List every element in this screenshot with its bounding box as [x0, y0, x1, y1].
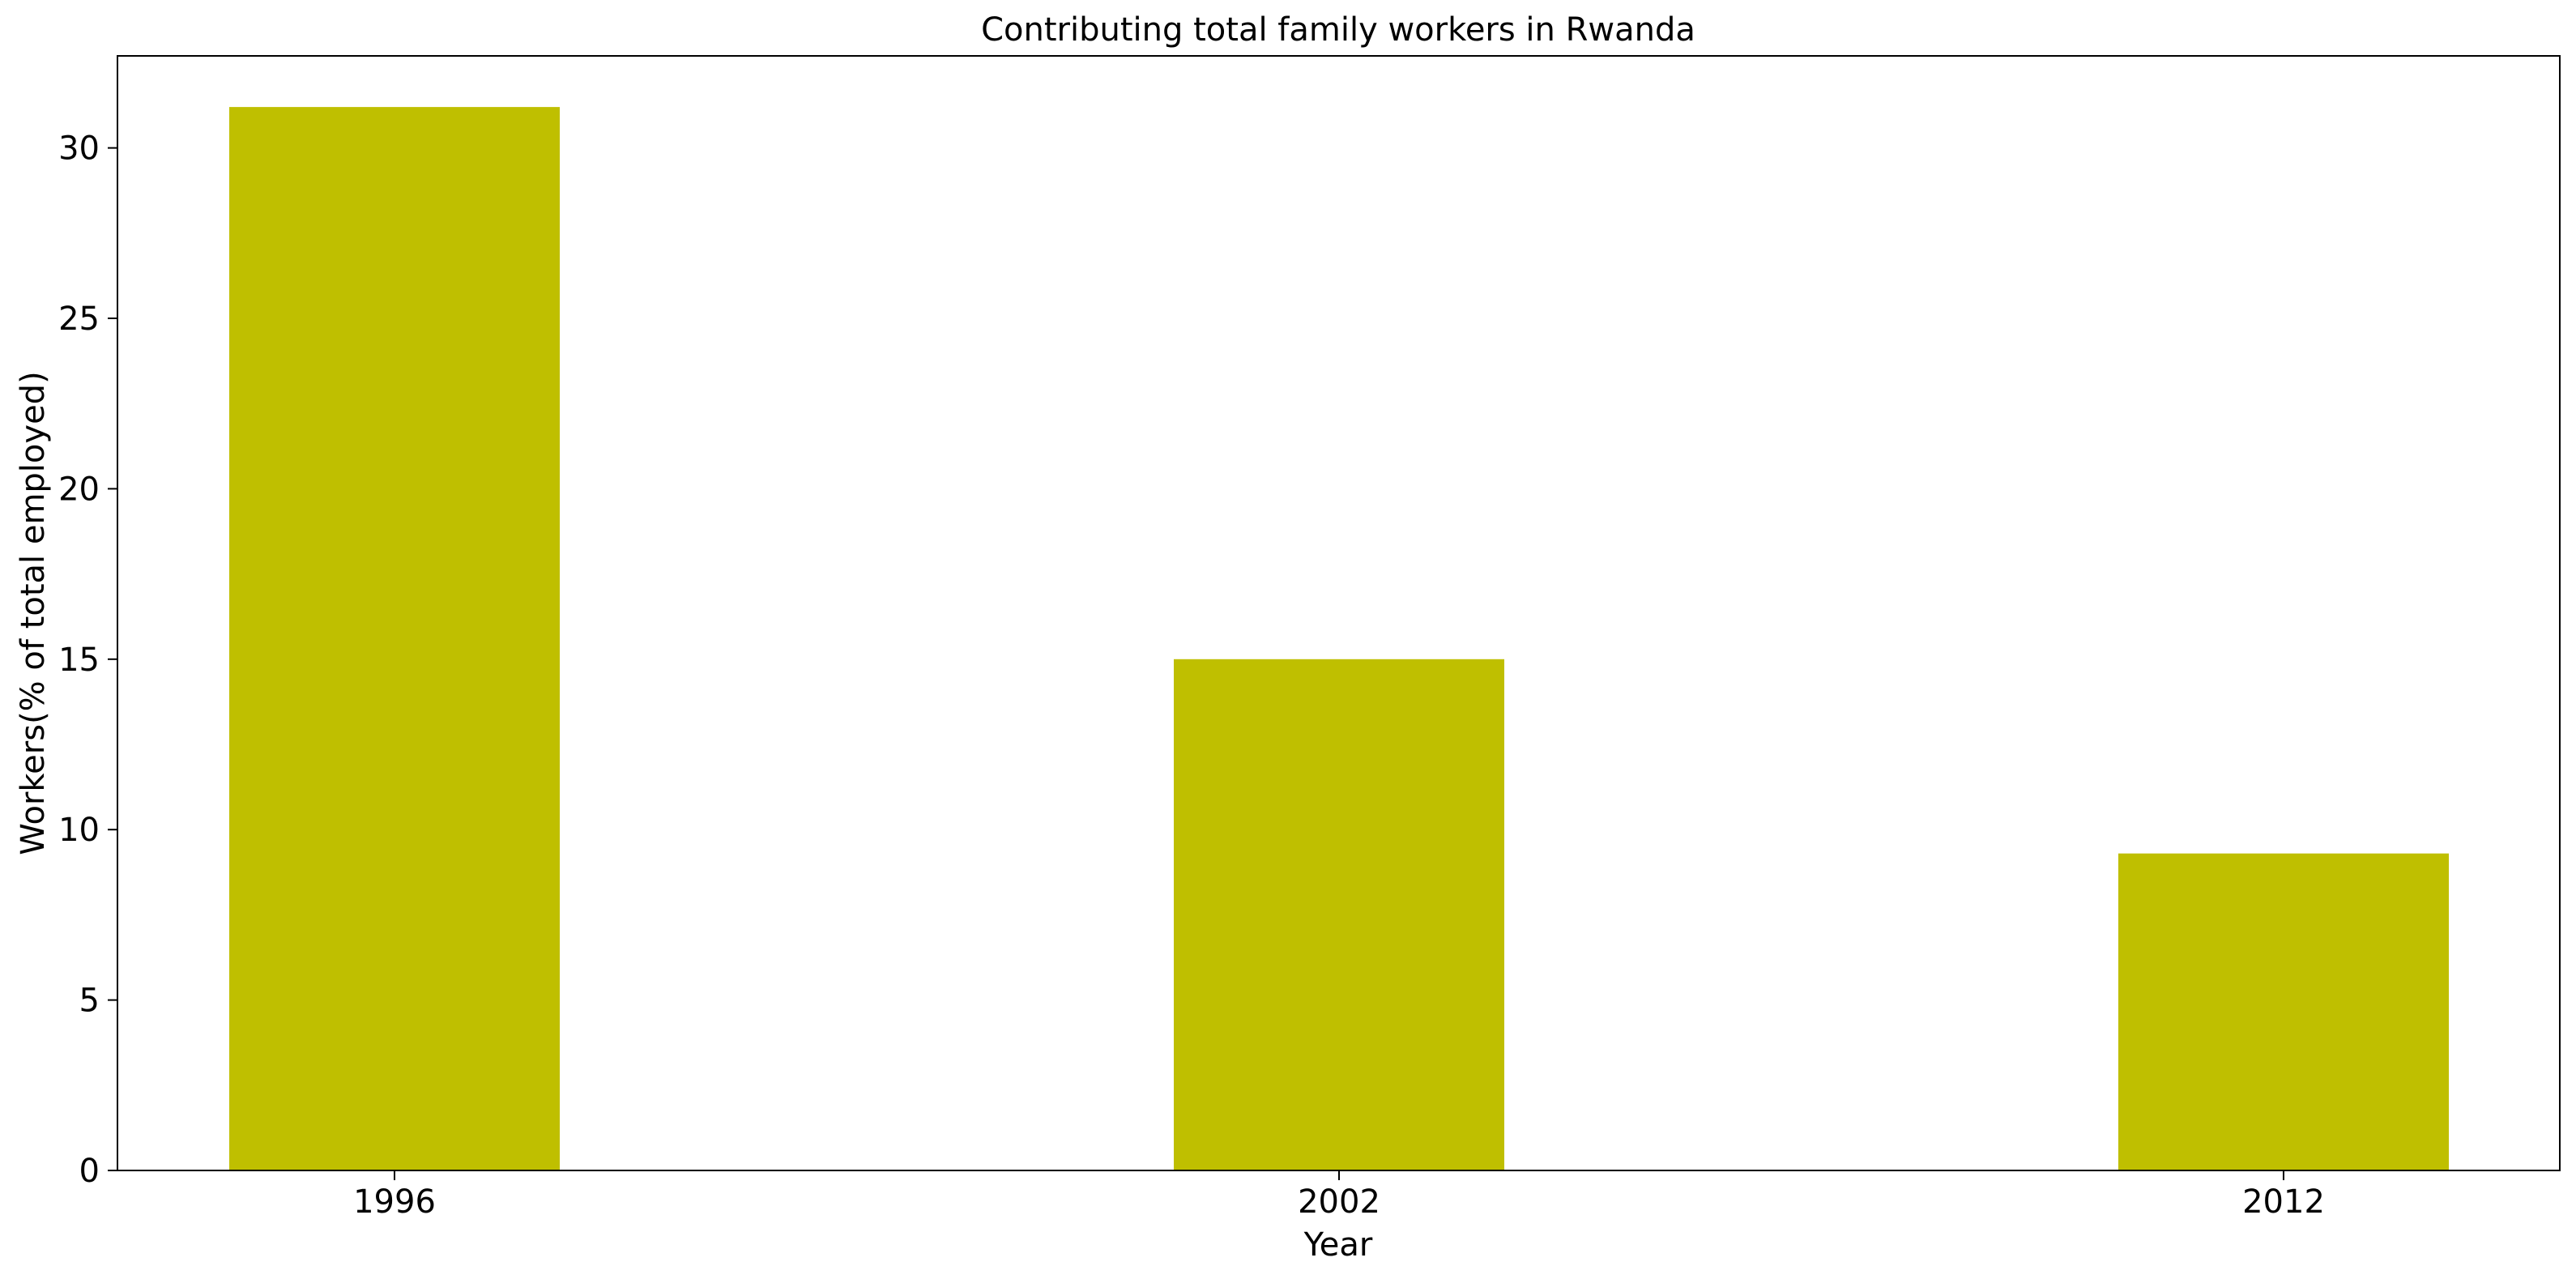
y-tick-label: 15 [58, 642, 100, 679]
x-axis-label: Year [1303, 1226, 1373, 1264]
y-tick-label: 5 [79, 983, 100, 1020]
chart-title: Contributing total family workers in Rwa… [981, 11, 1695, 49]
y-tick-label: 25 [58, 301, 100, 338]
bar-2002 [1174, 659, 1504, 1170]
x-tick-label: 1996 [353, 1183, 436, 1221]
x-tick-label: 2002 [1298, 1183, 1380, 1221]
y-tick-label: 10 [58, 812, 100, 849]
bar-2012 [2118, 853, 2449, 1170]
bar-1996 [229, 107, 560, 1170]
y-axis-label: Workers(% of total employed) [15, 371, 52, 855]
y-tick-label: 20 [58, 471, 100, 508]
x-axis: 1996 2002 2012 [353, 1170, 2325, 1221]
y-tick-label: 0 [79, 1153, 100, 1190]
y-tick-label: 30 [58, 130, 100, 168]
x-tick-label: 2012 [2242, 1183, 2325, 1221]
y-axis: 0 5 10 15 20 25 30 [58, 130, 117, 1190]
bars-group [229, 107, 2449, 1170]
